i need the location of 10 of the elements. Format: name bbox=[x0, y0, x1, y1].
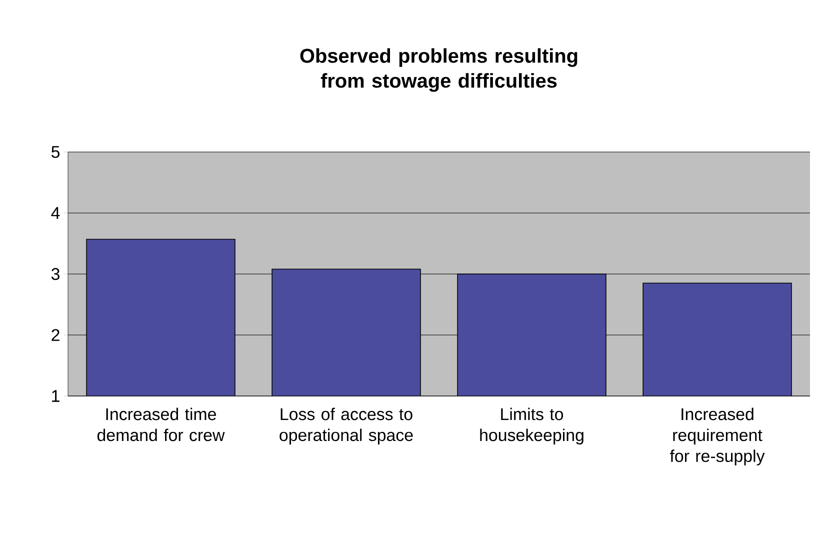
y-tick-label: 2 bbox=[52, 329, 60, 341]
x-tick-label: Increased time demand for crew bbox=[97, 408, 225, 442]
y-tick-label: 1 bbox=[52, 390, 60, 402]
x-tick-label: Loss of access to operational space bbox=[280, 408, 413, 444]
y-tick-label: 3 bbox=[51, 268, 60, 280]
chart-title: Observed problems resulting from stowage difficulties bbox=[300, 48, 578, 92]
y-tick-label: 5 bbox=[51, 146, 60, 158]
y-tick-label: 4 bbox=[51, 207, 60, 219]
x-tick-label: Limits to housekeeping bbox=[480, 408, 584, 444]
x-tick-label: Increased requirement for re-supply bbox=[670, 408, 765, 466]
